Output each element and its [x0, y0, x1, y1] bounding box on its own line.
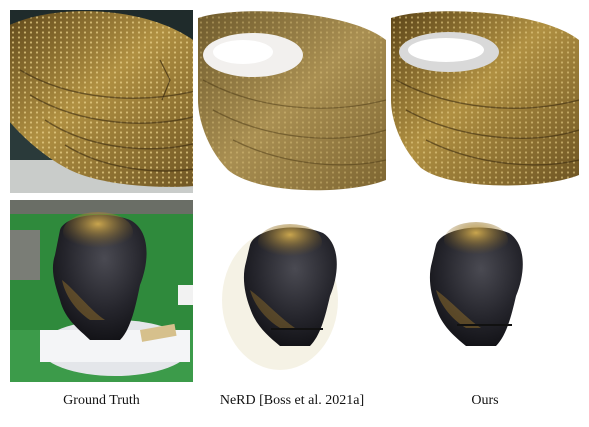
head-image-nerd [198, 200, 386, 382]
panel-ours-cape [391, 10, 579, 193]
cape-image-nerd [198, 10, 386, 193]
caption-ours: Ours [471, 393, 499, 408]
head-image-ground-truth [10, 200, 193, 382]
cape-image-ours [391, 10, 579, 193]
head-image-ours [391, 200, 579, 382]
caption-ground-truth: Ground Truth [63, 393, 140, 408]
panel-ours-head [391, 200, 579, 382]
panel-nerd-cape [198, 10, 386, 193]
panel-gt-cape [10, 10, 193, 193]
cape-image-ground-truth [10, 10, 193, 193]
panel-nerd-head [198, 200, 386, 382]
caption-nerd: NeRD [Boss et al. 2021a] [219, 393, 365, 408]
panel-gt-head [10, 200, 193, 382]
